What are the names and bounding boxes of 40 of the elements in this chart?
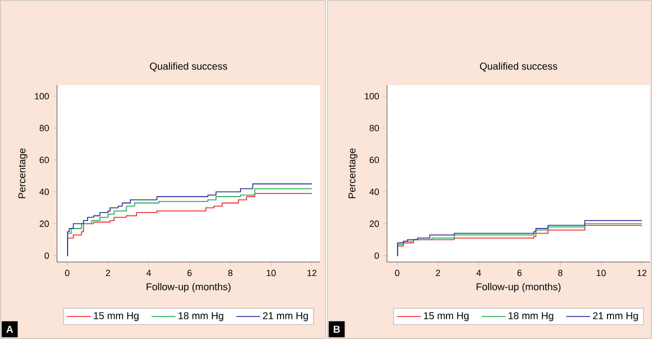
y-tick-label: 40 <box>39 188 49 196</box>
x-tick-label: 12 <box>308 270 316 276</box>
x-axis-title: Follow-up (months) <box>476 282 561 292</box>
x-tick-label: 10 <box>266 270 276 276</box>
legend-label: 18 mm Hg <box>178 312 224 322</box>
x-tick-label: 6 <box>517 270 522 276</box>
x-tick-label: 10 <box>596 270 606 276</box>
y-tick-label: 20 <box>40 220 49 227</box>
legend-label: 18 mm Hg <box>508 312 554 322</box>
y-tick-label: 80 <box>40 124 49 132</box>
y-tick-label: 40 <box>369 188 379 196</box>
x-tick-label: 0 <box>65 270 70 276</box>
x-axis-title: Follow-up (months) <box>146 282 230 292</box>
legend-label: 15 mm Hg <box>424 312 469 322</box>
y-axis-title: Percentage <box>18 148 28 198</box>
x-tick-label: 8 <box>558 270 562 276</box>
y-tick-label: 80 <box>370 124 379 132</box>
y-tick-label: 0 <box>44 252 49 259</box>
legend-label: 15 mm Hg <box>94 312 139 322</box>
y-axis-title: Percentage <box>348 148 358 198</box>
y-tick-label: 60 <box>40 156 49 164</box>
chart-title: Qualified success <box>480 62 558 72</box>
text: B <box>334 326 340 333</box>
legend-label: 21 mm Hg <box>593 312 638 322</box>
text: A <box>6 326 14 333</box>
y-tick-label: 100 <box>364 92 379 100</box>
y-tick-label: 0 <box>374 252 379 259</box>
x-tick-label: 4 <box>476 270 481 276</box>
y-tick-label: 60 <box>370 156 379 164</box>
x-tick-label: 0 <box>395 270 400 276</box>
legend-label: 21 mm Hg <box>263 312 308 322</box>
x-tick-label: 4 <box>146 270 151 276</box>
chart-title: Qualified success <box>150 62 228 72</box>
x-tick-label: 8 <box>228 270 232 276</box>
x-tick-label: 12 <box>638 270 646 276</box>
x-tick-label: 6 <box>187 270 192 276</box>
y-tick-label: 20 <box>370 220 379 227</box>
x-tick-label: 2 <box>436 270 440 276</box>
x-tick-label: 2 <box>106 270 110 276</box>
y-tick-label: 100 <box>34 92 49 100</box>
